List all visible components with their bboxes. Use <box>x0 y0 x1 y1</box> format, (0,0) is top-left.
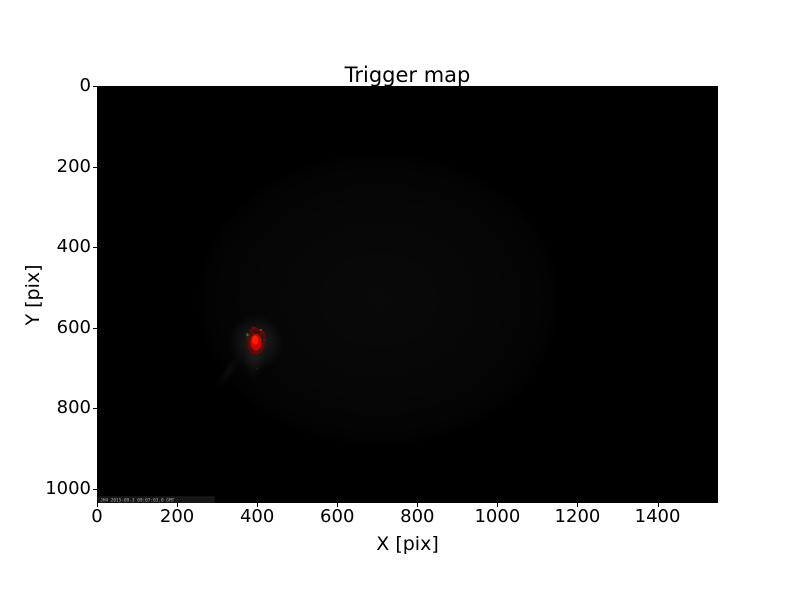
x-axis-label: X [pix] <box>376 533 439 555</box>
trigger-halo-pixel <box>255 328 258 331</box>
trigger-halo-pixel <box>252 351 256 355</box>
y-tick-label: 1000 <box>45 477 91 499</box>
trigger-halo-pixel <box>255 352 258 355</box>
trigger-halo-pixel <box>262 334 266 338</box>
y-tick-label: 800 <box>56 397 91 419</box>
x-tick-label: 0 <box>91 506 103 527</box>
trigger-halo-pixel <box>260 330 263 333</box>
x-tick-label: 200 <box>159 506 195 527</box>
y-tick-mark <box>93 166 97 168</box>
x-tick-label: 1200 <box>554 506 601 527</box>
x-tick-label: 600 <box>320 506 355 527</box>
trigger-halo-pixel <box>247 333 251 337</box>
trigger-halo-pixel <box>263 338 266 341</box>
y-tick-mark <box>93 327 97 329</box>
timestamp-bar <box>97 496 215 503</box>
y-tick-mark <box>93 86 97 87</box>
warm-pixel <box>259 328 262 331</box>
y-tick-label: 400 <box>56 236 91 258</box>
x-tick-label: 800 <box>400 506 435 527</box>
trigger-halo-pixel <box>260 348 263 351</box>
trigger-halo-pixel <box>248 347 252 350</box>
y-tick-label: 200 <box>56 155 91 177</box>
faint-speck <box>256 368 258 370</box>
trigger-halo-pixel <box>262 342 265 345</box>
y-tick-mark <box>93 408 97 410</box>
y-tick-mark <box>93 247 97 249</box>
trigger-halo-pixel <box>250 350 253 353</box>
trigger-halo-pixel <box>247 340 250 344</box>
trigger-halo-pixel <box>257 328 261 332</box>
trigger-core-highlight <box>251 335 259 345</box>
trigger-halo-pixel <box>253 326 257 330</box>
trigger-halo-pixel <box>258 350 261 354</box>
x-tick-mark <box>497 503 499 507</box>
trigger-halo-pixel <box>249 329 252 332</box>
faint-streak <box>214 353 242 391</box>
plot-title: Trigger map <box>344 63 471 87</box>
x-tick-mark <box>417 503 419 507</box>
x-tick-mark <box>577 503 579 507</box>
x-tick-mark <box>657 503 659 507</box>
trigger-halo-pixel <box>247 344 251 347</box>
y-tick-label: 600 <box>56 316 91 338</box>
trigger-halo-pixel <box>251 326 254 329</box>
x-tick-mark <box>97 503 98 507</box>
x-tick-mark <box>257 503 259 507</box>
x-tick-label: 400 <box>239 506 275 527</box>
trigger-halo-pixel <box>247 337 250 340</box>
trigger-halo-pixel <box>259 332 262 336</box>
trigger-halo-pixel <box>261 345 264 349</box>
trigger-halo-pixel <box>251 331 254 335</box>
trigger-halo-pixel <box>261 331 265 335</box>
plot-area: JH4 2015-09-3 09:07:03.0 GMT <box>97 86 718 503</box>
x-tick-mark <box>337 503 339 507</box>
trigger-map-image: JH4 2015-09-3 09:07:03.0 GMT <box>97 86 718 503</box>
trigger-halo-pixel <box>252 328 255 331</box>
green-pixel <box>246 333 249 337</box>
y-tick-label: 0 <box>79 75 91 96</box>
x-tick-label: 1400 <box>634 506 681 527</box>
x-tick-label: 1000 <box>474 506 521 527</box>
fov-glow <box>193 150 564 450</box>
y-tick-mark <box>93 488 97 490</box>
x-tick-mark <box>177 503 179 507</box>
timestamp-text: JH4 2015-09-3 09:07:03.0 GMT <box>100 497 174 503</box>
